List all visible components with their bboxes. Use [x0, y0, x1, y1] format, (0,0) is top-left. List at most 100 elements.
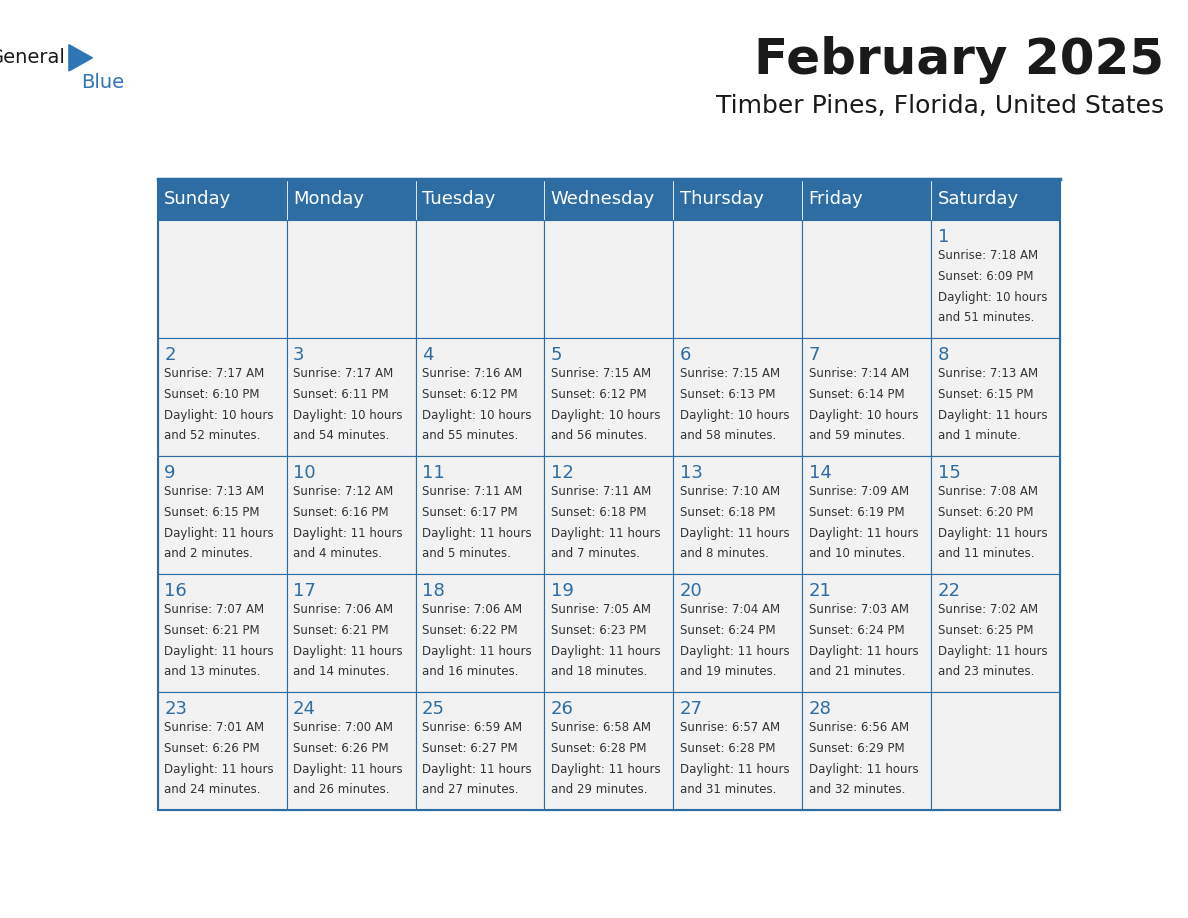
Text: Sunset: 6:15 PM: Sunset: 6:15 PM — [164, 506, 260, 519]
Text: Friday: Friday — [809, 190, 864, 208]
Text: Sunset: 6:24 PM: Sunset: 6:24 PM — [680, 624, 776, 637]
Bar — [286, 574, 416, 692]
Text: and 24 minutes.: and 24 minutes. — [164, 783, 260, 797]
Text: Daylight: 11 hours: Daylight: 11 hours — [551, 527, 661, 540]
Bar — [158, 574, 286, 692]
Text: 9: 9 — [164, 465, 176, 482]
Bar — [931, 338, 1060, 456]
Text: and 1 minute.: and 1 minute. — [937, 430, 1020, 442]
Text: Sunrise: 7:02 AM: Sunrise: 7:02 AM — [937, 603, 1037, 616]
Text: 14: 14 — [809, 465, 832, 482]
Text: and 21 minutes.: and 21 minutes. — [809, 666, 905, 678]
Text: February 2025: February 2025 — [754, 36, 1164, 84]
Text: Daylight: 11 hours: Daylight: 11 hours — [164, 763, 273, 776]
Text: and 56 minutes.: and 56 minutes. — [551, 430, 647, 442]
Text: and 18 minutes.: and 18 minutes. — [551, 666, 647, 678]
Text: Sunrise: 7:17 AM: Sunrise: 7:17 AM — [293, 367, 393, 380]
Text: Sunset: 6:15 PM: Sunset: 6:15 PM — [937, 388, 1034, 401]
Text: Timber Pines, Florida, United States: Timber Pines, Florida, United States — [716, 94, 1164, 118]
Text: Blue: Blue — [81, 73, 124, 92]
Text: and 8 minutes.: and 8 minutes. — [680, 547, 769, 560]
Text: Sunset: 6:13 PM: Sunset: 6:13 PM — [680, 388, 776, 401]
Text: 24: 24 — [293, 700, 316, 718]
Text: Sunset: 6:28 PM: Sunset: 6:28 PM — [680, 742, 776, 756]
Bar — [158, 219, 286, 338]
Text: Daylight: 10 hours: Daylight: 10 hours — [809, 409, 918, 421]
Bar — [286, 692, 416, 810]
Text: 10: 10 — [293, 465, 316, 482]
Bar — [544, 179, 674, 219]
Text: Sunset: 6:23 PM: Sunset: 6:23 PM — [551, 624, 646, 637]
Bar — [286, 219, 416, 338]
Text: Sunrise: 6:59 AM: Sunrise: 6:59 AM — [422, 722, 522, 734]
Text: Sunset: 6:11 PM: Sunset: 6:11 PM — [293, 388, 388, 401]
Text: Daylight: 11 hours: Daylight: 11 hours — [164, 644, 273, 657]
Text: Daylight: 11 hours: Daylight: 11 hours — [293, 527, 403, 540]
Text: Sunrise: 7:14 AM: Sunrise: 7:14 AM — [809, 367, 909, 380]
Bar — [544, 692, 674, 810]
Bar — [544, 338, 674, 456]
Text: 2: 2 — [164, 346, 176, 364]
Text: and 13 minutes.: and 13 minutes. — [164, 666, 260, 678]
Text: Sunrise: 7:15 AM: Sunrise: 7:15 AM — [551, 367, 651, 380]
Text: Sunrise: 7:15 AM: Sunrise: 7:15 AM — [680, 367, 779, 380]
Bar — [931, 574, 1060, 692]
Text: and 4 minutes.: and 4 minutes. — [293, 547, 383, 560]
Text: Daylight: 11 hours: Daylight: 11 hours — [551, 763, 661, 776]
Text: Sunset: 6:16 PM: Sunset: 6:16 PM — [293, 506, 388, 519]
Text: and 32 minutes.: and 32 minutes. — [809, 783, 905, 797]
Bar — [286, 338, 416, 456]
Text: Sunrise: 7:17 AM: Sunrise: 7:17 AM — [164, 367, 265, 380]
Text: Daylight: 10 hours: Daylight: 10 hours — [293, 409, 403, 421]
Bar — [802, 219, 931, 338]
Text: and 31 minutes.: and 31 minutes. — [680, 783, 776, 797]
Text: and 10 minutes.: and 10 minutes. — [809, 547, 905, 560]
Bar — [286, 179, 416, 219]
Text: 28: 28 — [809, 700, 832, 718]
Text: Sunrise: 7:12 AM: Sunrise: 7:12 AM — [293, 486, 393, 498]
Text: and 26 minutes.: and 26 minutes. — [293, 783, 390, 797]
Text: Sunset: 6:17 PM: Sunset: 6:17 PM — [422, 506, 518, 519]
Text: Daylight: 11 hours: Daylight: 11 hours — [680, 763, 789, 776]
Text: Daylight: 11 hours: Daylight: 11 hours — [809, 527, 918, 540]
Bar — [674, 338, 802, 456]
Bar — [674, 219, 802, 338]
Text: Sunset: 6:12 PM: Sunset: 6:12 PM — [551, 388, 646, 401]
Text: and 51 minutes.: and 51 minutes. — [937, 311, 1034, 324]
Text: Sunset: 6:29 PM: Sunset: 6:29 PM — [809, 742, 904, 756]
Text: and 58 minutes.: and 58 minutes. — [680, 430, 776, 442]
Text: Sunrise: 6:56 AM: Sunrise: 6:56 AM — [809, 722, 909, 734]
Text: 16: 16 — [164, 582, 187, 600]
Text: Sunrise: 7:11 AM: Sunrise: 7:11 AM — [422, 486, 523, 498]
Text: Sunset: 6:26 PM: Sunset: 6:26 PM — [164, 742, 260, 756]
Text: Monday: Monday — [293, 190, 364, 208]
Text: 19: 19 — [551, 582, 574, 600]
Text: Sunrise: 7:13 AM: Sunrise: 7:13 AM — [164, 486, 264, 498]
Text: 18: 18 — [422, 582, 444, 600]
Text: 3: 3 — [293, 346, 304, 364]
Text: 11: 11 — [422, 465, 444, 482]
Text: Daylight: 10 hours: Daylight: 10 hours — [680, 409, 789, 421]
Bar — [416, 179, 544, 219]
Text: 21: 21 — [809, 582, 832, 600]
Text: Sunset: 6:20 PM: Sunset: 6:20 PM — [937, 506, 1034, 519]
Text: Daylight: 11 hours: Daylight: 11 hours — [937, 409, 1047, 421]
Text: Sunset: 6:18 PM: Sunset: 6:18 PM — [680, 506, 776, 519]
Text: and 54 minutes.: and 54 minutes. — [293, 430, 390, 442]
Text: Daylight: 11 hours: Daylight: 11 hours — [164, 527, 273, 540]
Text: and 55 minutes.: and 55 minutes. — [422, 430, 518, 442]
Text: Sunset: 6:09 PM: Sunset: 6:09 PM — [937, 270, 1034, 283]
Text: and 5 minutes.: and 5 minutes. — [422, 547, 511, 560]
Bar — [416, 219, 544, 338]
Bar — [416, 338, 544, 456]
Text: and 11 minutes.: and 11 minutes. — [937, 547, 1034, 560]
Text: Daylight: 10 hours: Daylight: 10 hours — [422, 409, 531, 421]
Text: Thursday: Thursday — [680, 190, 764, 208]
Text: 17: 17 — [293, 582, 316, 600]
Text: Daylight: 11 hours: Daylight: 11 hours — [422, 763, 531, 776]
Text: Sunrise: 7:06 AM: Sunrise: 7:06 AM — [422, 603, 522, 616]
Text: Saturday: Saturday — [937, 190, 1018, 208]
Text: Sunset: 6:27 PM: Sunset: 6:27 PM — [422, 742, 518, 756]
Text: 7: 7 — [809, 346, 820, 364]
Text: 5: 5 — [551, 346, 562, 364]
